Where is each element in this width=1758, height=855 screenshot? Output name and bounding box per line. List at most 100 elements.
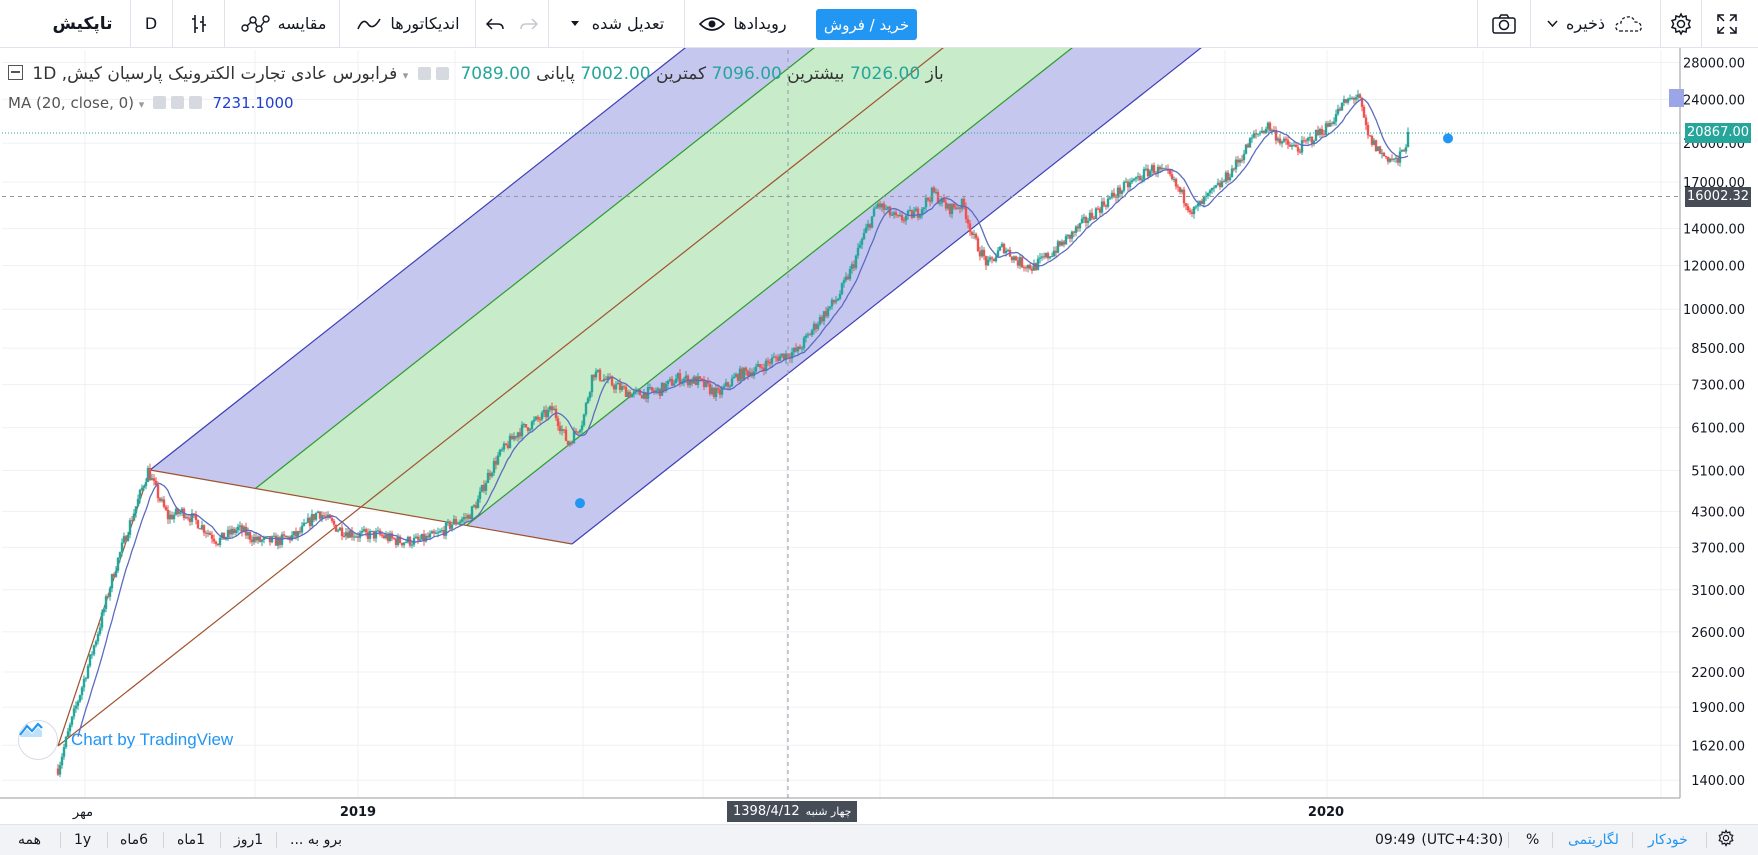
candle-body [1306, 138, 1310, 141]
candle-body [1126, 181, 1130, 188]
fullscreen-button[interactable] [1704, 0, 1750, 47]
settings-button[interactable] [1662, 0, 1700, 47]
clock[interactable]: 09:49 (UTC+4:30) [1375, 832, 1504, 848]
candle-body [1330, 122, 1334, 124]
toolbar-divider [130, 0, 131, 47]
candle-body [74, 705, 78, 709]
candle-body [1050, 256, 1054, 258]
gear-icon[interactable] [170, 96, 184, 109]
candle-body [946, 203, 950, 209]
candle-body [1184, 203, 1188, 206]
percent-toggle[interactable]: % [1526, 832, 1540, 848]
candle-body [392, 537, 396, 539]
candle-body [608, 376, 612, 378]
goto-date-button[interactable]: برو به ... [290, 832, 343, 848]
candle-body [242, 526, 246, 532]
bar-style-button[interactable] [174, 0, 224, 47]
last-price-label: 20867.00 [1685, 122, 1751, 143]
candle-body [720, 388, 724, 395]
divider [1508, 832, 1509, 848]
logo[interactable]: تاپکیش [52, 13, 113, 34]
candle-body [874, 207, 878, 209]
candle-body [876, 203, 880, 208]
candle-body [400, 542, 404, 546]
undo-button[interactable] [478, 0, 512, 47]
candle-body [856, 247, 860, 256]
candle-body [486, 472, 490, 483]
candle-body [1192, 206, 1196, 214]
price-axis[interactable]: 28000.0024000.0020000.0017000.0014000.00… [1679, 48, 1758, 798]
candle-body [1392, 158, 1396, 160]
candle-body [1190, 212, 1194, 214]
candle-body [1124, 181, 1128, 183]
candle-body [1170, 174, 1174, 179]
close-icon[interactable] [188, 96, 202, 109]
eye-toggle-icon[interactable] [153, 96, 167, 109]
markers [2, 50, 1680, 798]
adjust-dropdown[interactable]: تعدیل شده [552, 0, 682, 47]
candle-body [1230, 168, 1234, 178]
candle-body [810, 330, 814, 336]
candle-body [1260, 130, 1264, 133]
collapse-legend-icon[interactable] [8, 65, 23, 80]
range-all-button[interactable]: همه [18, 832, 41, 848]
candle-body [548, 406, 552, 410]
high-label: بیشترین [787, 64, 845, 84]
range-1d-button[interactable]: 1روز [234, 832, 264, 848]
candle-body [364, 529, 368, 533]
chart-settings-button[interactable] [1717, 825, 1735, 855]
range-1y-button[interactable]: 1y [74, 832, 92, 848]
candle-body [1166, 168, 1170, 170]
range-1m-button[interactable]: 1ماه [177, 832, 206, 848]
price-tick-label: 8500.00 [1691, 342, 1745, 357]
interval-button[interactable]: D [144, 14, 158, 33]
chart-canvas[interactable]: 28000.0024000.0020000.0017000.0014000.00… [0, 48, 1758, 824]
candle-body [782, 353, 786, 360]
events-button[interactable]: رویدادها [688, 0, 798, 47]
candle-body [844, 276, 848, 281]
compare-button[interactable]: مقایسه [228, 0, 338, 47]
candle-body [884, 208, 888, 210]
indicators-button[interactable]: اندیکاتورها [343, 0, 473, 47]
pitchfork-drawing[interactable] [57, 48, 1680, 747]
candle-body [848, 269, 852, 280]
candle-body [1276, 138, 1280, 141]
candle-body [840, 283, 844, 295]
scroll-to-realtime-button[interactable] [1669, 89, 1684, 107]
save-button[interactable]: ذخیره [1534, 0, 1656, 47]
log-scale-toggle[interactable]: لگاریتمی [1568, 832, 1619, 848]
candle-body [1318, 128, 1322, 135]
toolbar-divider [1477, 0, 1478, 47]
buy-sell-button[interactable]: خرید / فروش [816, 9, 917, 40]
candle-body [1048, 256, 1052, 259]
gear-icon[interactable] [436, 67, 450, 80]
time-axis[interactable]: مهر 2019 2020 [0, 797, 1758, 824]
ma-label[interactable]: MA (20, close, 0) [8, 94, 135, 112]
candle-body [592, 374, 596, 378]
snapshot-button[interactable] [1482, 0, 1526, 47]
candle-body [1382, 152, 1386, 157]
candle-body [462, 517, 466, 520]
candle-body [948, 203, 952, 215]
range-6m-button[interactable]: 6ماه [120, 832, 149, 848]
candle-body [688, 379, 692, 386]
candle-body [918, 215, 922, 218]
candle-body [1028, 264, 1032, 269]
chevron-down-icon[interactable]: ▾ [402, 69, 409, 82]
candle-body [1308, 136, 1312, 139]
candle-body [508, 435, 512, 449]
candle-body [1294, 144, 1298, 148]
candle-body [432, 531, 436, 534]
redo-button[interactable] [512, 0, 546, 47]
candle-body [854, 255, 858, 268]
candle-body [1216, 182, 1220, 186]
chevron-down-icon[interactable]: ▾ [138, 98, 145, 111]
eye-toggle-icon[interactable] [417, 67, 431, 80]
tradingview-watermark[interactable]: Chart by TradingView [18, 720, 233, 760]
symbol-name[interactable]: تجارت الکترونیک پارسیان کیش, 1D [32, 64, 286, 84]
candle-body [526, 427, 530, 431]
chart-area[interactable]: 28000.00 24000.00 20000.00 17000.00 14000.00… [0, 48, 1758, 824]
auto-scale-toggle[interactable]: خودکار [1648, 832, 1688, 848]
candle-body [350, 530, 354, 537]
candle-body [456, 523, 460, 525]
